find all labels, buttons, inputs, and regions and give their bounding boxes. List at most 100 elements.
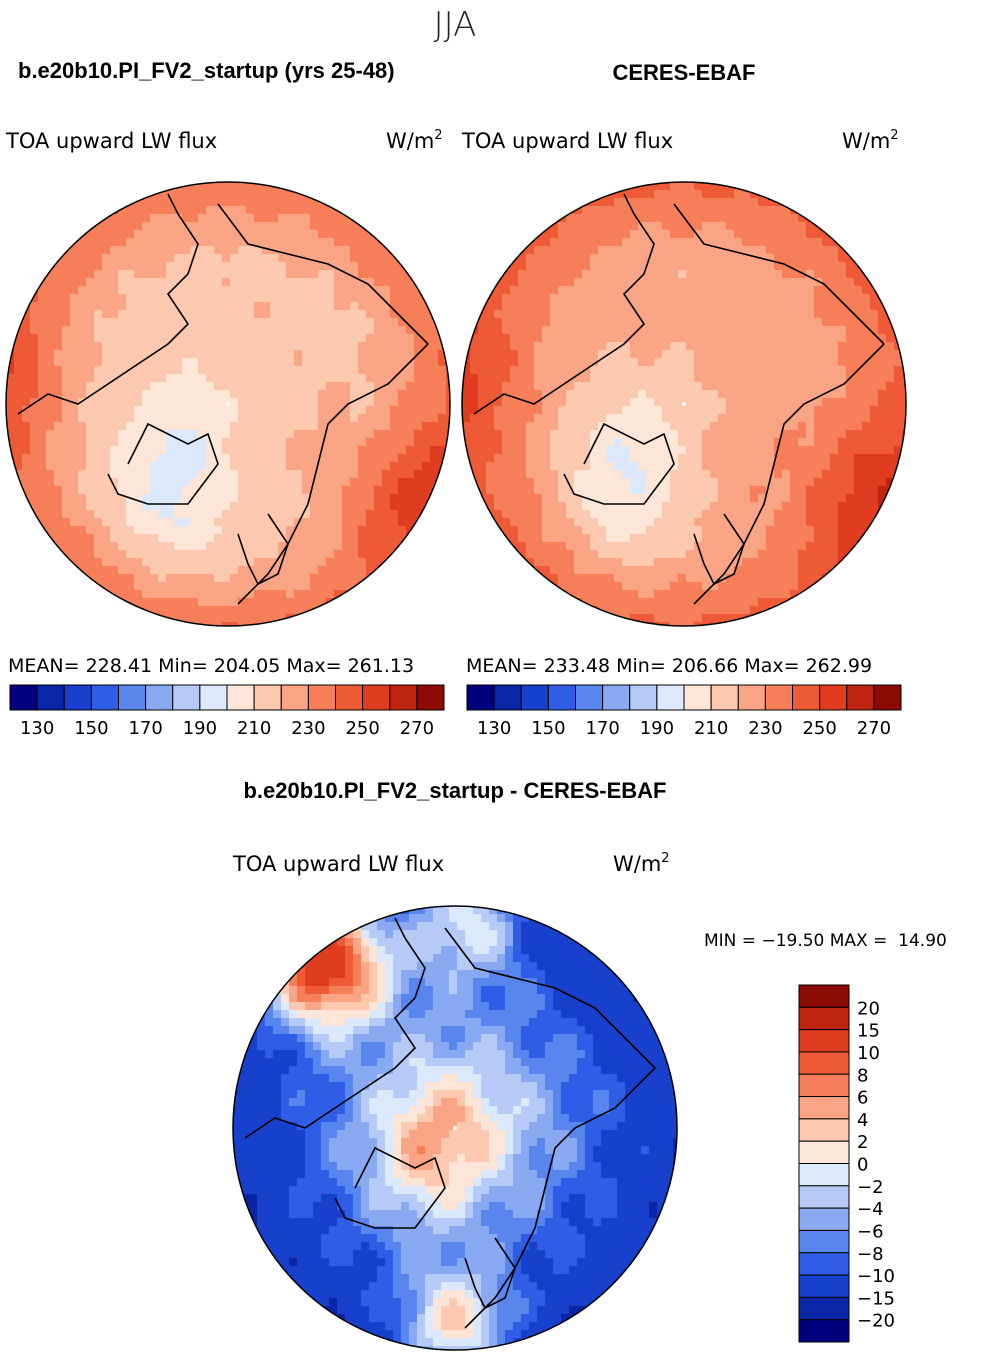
panel-model-cell (350, 318, 359, 327)
panel-obs-cell (694, 278, 703, 287)
panel-obs-cell (782, 534, 791, 543)
panel-obs-cell (582, 294, 591, 303)
panel-model-cell (118, 214, 127, 223)
panel-model-cell (406, 438, 415, 447)
panel-model-cell (222, 534, 231, 543)
panel-obs-cell (678, 502, 687, 511)
panel-model-cell (342, 302, 351, 311)
panel-model-cell (246, 462, 255, 471)
panel-obs-cell (638, 334, 647, 343)
panel-model-cell (270, 438, 279, 447)
panel-model-cell (254, 486, 263, 495)
panel-obs-cell (670, 358, 679, 367)
panel-obs-cell (486, 302, 495, 311)
panel-model-cell (198, 334, 207, 343)
panel-obs-cell (814, 390, 823, 399)
panel-model-cell (342, 262, 351, 271)
panel-obs-cell (494, 382, 503, 391)
panel-obs-cell (734, 190, 743, 199)
panel-obs-cell (470, 398, 479, 407)
panel-obs-cell (870, 390, 879, 399)
panel-obs-cell (582, 534, 591, 543)
panel-obs-cell (534, 502, 543, 511)
panel-obs-cell (606, 558, 615, 567)
panel-obs-cell (534, 390, 543, 399)
panel-obs-cell (598, 302, 607, 311)
panel-obs-cell (566, 390, 575, 399)
panel-model-colorbar-swatch (226, 684, 255, 711)
panel-obs-cell (614, 430, 623, 439)
panel-model-cell (150, 350, 159, 359)
panel-model-cell (142, 326, 151, 335)
panel-obs-cell (678, 198, 687, 207)
panel-model-cell (206, 614, 215, 623)
panel-model-cell (86, 470, 95, 479)
panel-obs-cell (678, 494, 687, 503)
panel-obs-cell (694, 182, 703, 191)
panel-model-cell (158, 582, 167, 591)
panel-obs-cell (654, 494, 663, 503)
panel-obs-cell (782, 446, 791, 455)
panel-obs-cell (822, 382, 831, 391)
panel-obs-cell (622, 222, 631, 231)
panel-model-cell (382, 350, 391, 359)
panel-model-cell (182, 606, 191, 615)
panel-obs-cell (566, 550, 575, 559)
panel-obs-cell (862, 318, 871, 327)
panel-obs-cell (582, 254, 591, 263)
panel-model-cell (246, 230, 255, 239)
panel-model-cell (382, 494, 391, 503)
panel-obs-cell (838, 334, 847, 343)
panel-obs-cell (470, 462, 479, 471)
panel-model-cell (134, 358, 143, 367)
panel-model-cell (62, 494, 71, 503)
panel-model-cell (254, 382, 263, 391)
panel-model-cell (278, 470, 287, 479)
panel-model-cell (118, 310, 127, 319)
panel-obs-cell (638, 502, 647, 511)
panel-model-cell (158, 374, 167, 383)
panel-obs-cell (718, 254, 727, 263)
panel-model-cell (174, 470, 183, 479)
panel-obs-cell (862, 414, 871, 423)
panel-obs-cell (734, 550, 743, 559)
panel-model-colorbar-swatch (9, 684, 38, 711)
panel-model-cell (318, 518, 327, 527)
panel-model-cell (222, 390, 231, 399)
panel-obs-cell (638, 494, 647, 503)
panel-obs-cell (494, 390, 503, 399)
panel-obs-cell (718, 286, 727, 295)
panel-obs-cell (494, 454, 503, 463)
panel-obs-cell (678, 230, 687, 239)
panel-obs-cell (830, 390, 839, 399)
panel-model-cell (358, 558, 367, 567)
panel-obs-cell (542, 438, 551, 447)
panel-model-cell (278, 542, 287, 551)
panel-obs-cell (606, 358, 615, 367)
panel-model-cell (294, 318, 303, 327)
panel-model-cell (158, 294, 167, 303)
panel-obs-cell (806, 502, 815, 511)
panel-obs-cell (518, 462, 527, 471)
panel-obs-cell (790, 550, 799, 559)
panel-model-cell (46, 278, 55, 287)
panel-model-cell (62, 270, 71, 279)
panel-obs-cell (534, 270, 543, 279)
panel-model-cell (30, 470, 39, 479)
panel-obs-cell (574, 238, 583, 247)
panel-model-cell (278, 598, 287, 607)
panel-obs-cell (582, 326, 591, 335)
panel-model-cell (110, 414, 119, 423)
panel-model-cell (206, 590, 215, 599)
panel-obs-cell (614, 558, 623, 567)
panel-obs-cell (646, 422, 655, 431)
panel-model-cell (14, 374, 23, 383)
panel-obs-cell (606, 382, 615, 391)
panel-model-cell (358, 478, 367, 487)
panel-obs-cell (734, 334, 743, 343)
panel-obs-cell (670, 182, 679, 191)
panel-obs-cell (750, 286, 759, 295)
panel-obs-cell (750, 326, 759, 335)
panel-model-cell (110, 438, 119, 447)
panel-obs-cell (814, 550, 823, 559)
